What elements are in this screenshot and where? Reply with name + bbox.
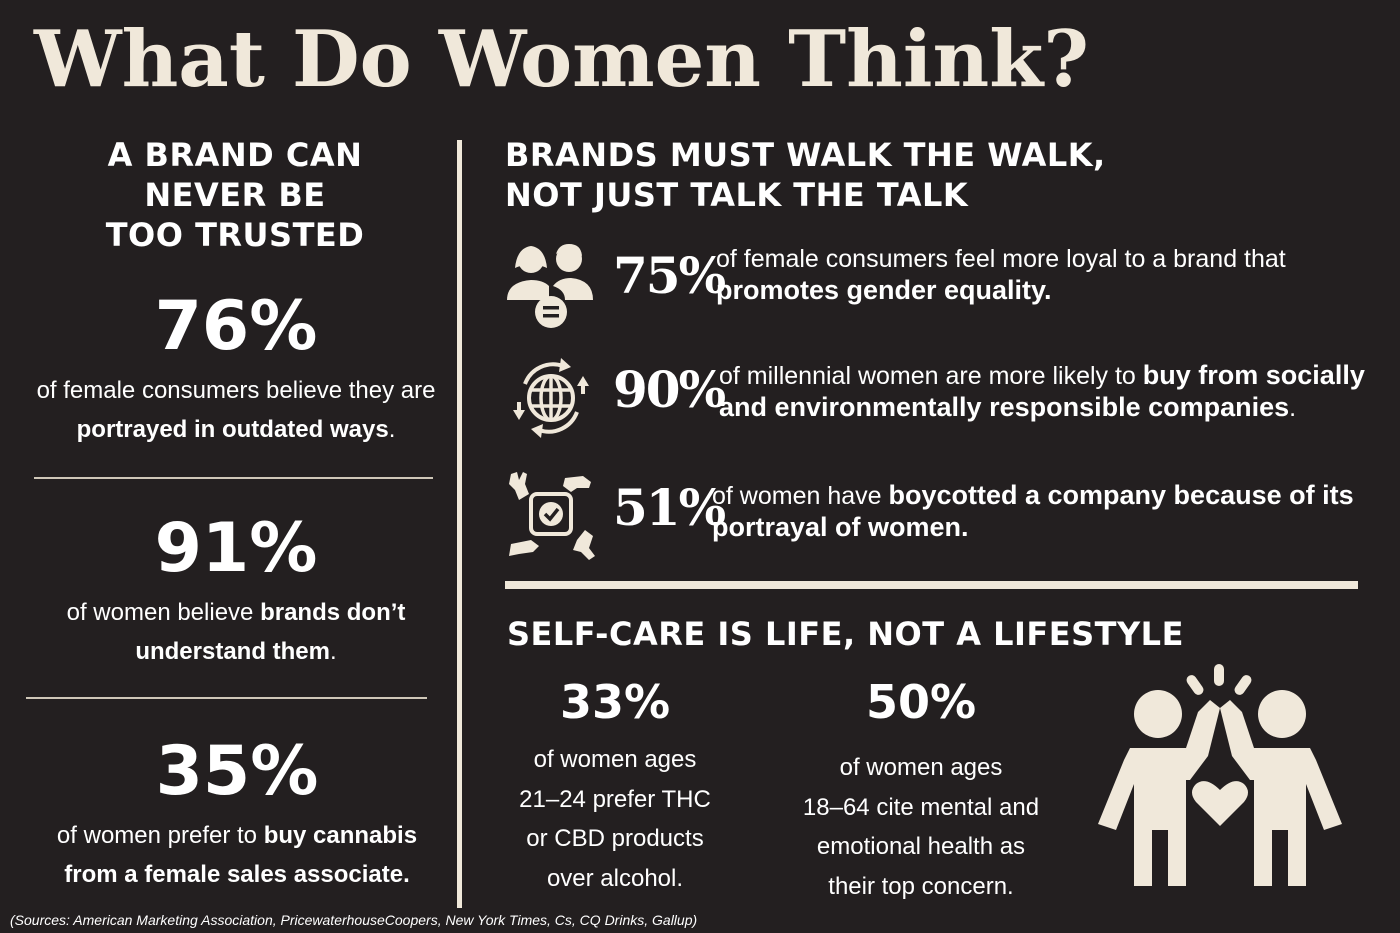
stat-description: of women have boycotted a company becaus… [712,480,1362,544]
stat-description: of women prefer to buy cannabis from a f… [22,816,452,894]
heading-line: A BRAND CAN [107,136,363,174]
stat-text: of millennial women are more likely to [719,362,1143,390]
stat-line: of women ages [839,754,1003,781]
stat-text: of women have [712,482,889,510]
stat-text: of women prefer to [56,822,264,849]
stat-row-75: 75% of female consumers feel more loyal … [505,238,1375,328]
high-five-heart-icon [1098,664,1342,886]
stat-value: 75% [613,246,726,305]
stat-text: of women believe [66,599,261,626]
section-divider [505,581,1358,589]
stat-text-end: . [388,416,396,443]
sources-note: (Sources: American Marketing Association… [10,912,698,928]
heading-line: TOO TRUSTED [105,216,365,254]
stat-block-35: 35% of women prefer to buy cannabis from… [22,728,452,894]
stat-value: 35% [155,732,319,811]
stat-bold-text: buy cannabis from a female sales associa… [64,822,418,888]
stat-line: their top concern. [828,872,1014,900]
vertical-divider [457,140,462,908]
stat-bold-text: buy from socially and environmentally re… [719,360,1365,422]
stat-value: 50% [865,675,977,729]
stat-value: 91% [154,509,318,588]
divider [26,697,427,699]
page-title: What Do Women Think? [34,14,1089,105]
globe-recycle-icon [513,358,589,438]
stat-block-76: 76% of female consumers believe they are… [26,283,446,449]
stat-description: of millennial women are more likely to b… [719,360,1369,424]
heading-line: NEVER BE [144,176,326,214]
stat-line: or CBD products [526,825,704,852]
stat-description: of women ages 21–24 prefer THC or CBD pr… [500,740,730,898]
stat-value: 33% [559,675,671,729]
stat-value: 51% [613,478,726,537]
stat-text-end: . [330,638,337,665]
stat-line: emotional health as [816,833,1026,860]
left-section-heading: A BRAND CAN NEVER BE TOO TRUSTED [30,135,440,255]
stat-description: of female consumers believe they are por… [26,371,446,449]
divider [34,477,433,479]
stat-line: of women ages [533,746,697,773]
stat-row-90: 90% of millennial women are more likely … [505,352,1375,442]
stat-bold-text: promotes gender equality. [716,275,1052,305]
boycott-hands-icon [509,472,595,560]
stat-value: 76% [154,287,318,366]
gender-equality-icon [507,244,593,328]
stat-bold-text: boycotted a company because of its portr… [712,480,1354,542]
stat-bold-text: portrayed in outdated ways [76,416,389,443]
stat-text: of female consumers believe they are [36,377,436,404]
self-care-stat-50: 50% of women ages 18–64 cite mental and … [782,676,1060,906]
stat-description: of female consumers feel more loyal to a… [716,244,1366,307]
stat-line: 21–24 prefer THC [519,785,711,813]
self-care-heading: SELF-CARE IS LIFE, NOT A LIFESTYLE [507,615,1184,653]
right-section-heading: BRANDS MUST WALK THE WALK, NOT JUST TALK… [505,135,1365,215]
stat-block-91: 91% of women believe brands don’t unders… [26,505,446,671]
self-care-stat-33: 33% of women ages 21–24 prefer THC or CB… [500,676,730,898]
stat-text-end: . [1289,394,1297,422]
stat-line: over alcohol. [546,864,684,892]
stat-row-51: 51% of women have boycotted a company be… [505,470,1375,560]
stat-description: of women ages 18–64 cite mental and emot… [782,748,1060,906]
heading-line: NOT JUST TALK THE TALK [505,176,969,214]
stat-value: 90% [613,360,726,419]
stat-line: 18–64 cite mental and [802,793,1040,821]
stat-bold-text: brands don’t understand them [135,599,406,665]
stat-text: of female consumers feel more loyal to a… [716,245,1286,273]
stat-description: of women believe brands don’t understand… [26,593,446,671]
heading-line: BRANDS MUST WALK THE WALK, [505,136,1106,174]
